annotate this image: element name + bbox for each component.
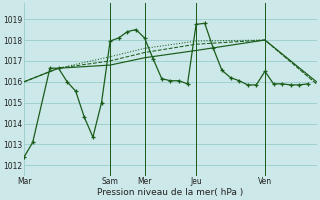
X-axis label: Pression niveau de la mer( hPa ): Pression niveau de la mer( hPa ) [97, 188, 244, 197]
